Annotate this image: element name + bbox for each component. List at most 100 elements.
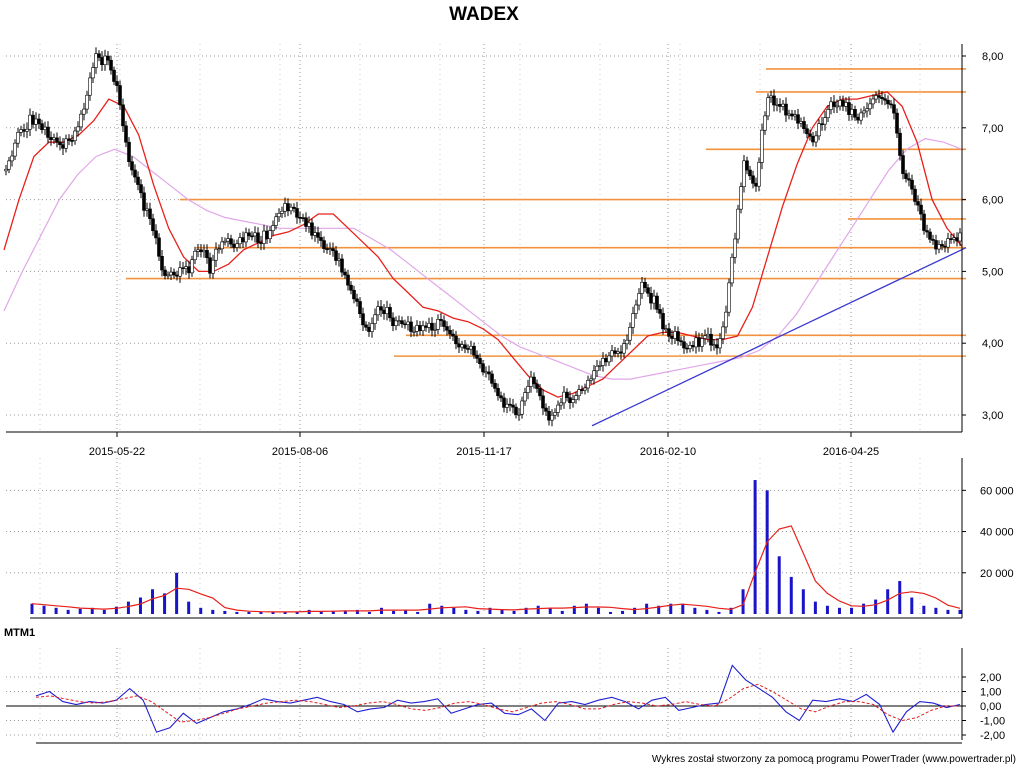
- volume-bar: [862, 603, 866, 614]
- candle-body: [127, 141, 131, 162]
- candle-body: [856, 116, 860, 121]
- candle-body: [676, 331, 680, 341]
- volume-bar: [705, 609, 709, 614]
- candle-body: [313, 232, 317, 236]
- candle-body: [97, 53, 101, 58]
- volume-bar: [524, 607, 528, 614]
- volume-bar: [138, 597, 142, 614]
- candle-body: [880, 97, 884, 100]
- volume-bar: [42, 605, 46, 614]
- candle-body: [274, 216, 278, 226]
- volume-bar: [621, 610, 625, 614]
- mtm-signal-path: [35, 683, 960, 723]
- candle-body: [112, 69, 116, 82]
- volume-bar: [536, 605, 540, 614]
- candle-body: [571, 399, 575, 403]
- candle-body: [100, 57, 104, 65]
- candle-body: [139, 184, 143, 194]
- candle-body: [553, 412, 557, 416]
- mtm-indicator-label: MTM1: [4, 627, 35, 639]
- candle-body: [532, 376, 536, 385]
- candle-body: [442, 320, 446, 327]
- candle-body: [226, 238, 230, 242]
- price-axis-label: 7,00: [982, 123, 1003, 135]
- candle-body: [412, 330, 416, 333]
- volume-bar: [789, 576, 793, 614]
- candle-body: [502, 397, 506, 408]
- candle-body: [16, 132, 20, 144]
- volume-bar: [175, 572, 179, 614]
- candle-body: [259, 242, 263, 244]
- candle-body: [220, 241, 224, 250]
- chart-title: WADEX: [449, 4, 519, 25]
- candle-body: [496, 388, 500, 397]
- candle-body: [409, 321, 413, 332]
- trendline-path: [591, 247, 967, 427]
- candle-body: [559, 402, 563, 406]
- candle-body: [667, 328, 671, 337]
- candle-body: [295, 208, 299, 218]
- candle-body: [49, 137, 53, 140]
- candle-body: [784, 103, 788, 116]
- volume-bar: [380, 607, 384, 614]
- candle-body: [73, 130, 77, 141]
- candle-body: [43, 126, 47, 130]
- candle-body: [445, 326, 449, 331]
- price-candles: [4, 47, 962, 427]
- volume-bar: [596, 607, 600, 614]
- candle-body: [493, 383, 497, 389]
- candle-body: [22, 129, 26, 132]
- candle-body: [196, 249, 200, 252]
- candle-body: [91, 67, 95, 79]
- candle-body: [817, 123, 821, 137]
- candle-body: [484, 371, 488, 374]
- volume-bar: [669, 603, 673, 614]
- candle-body: [130, 161, 134, 171]
- candle-body: [946, 238, 950, 248]
- candle-body: [577, 389, 581, 396]
- price-grid: [6, 44, 962, 432]
- candle-body: [475, 354, 479, 359]
- candle-body: [631, 313, 635, 328]
- candle-body: [481, 363, 485, 373]
- candle-body: [448, 329, 452, 335]
- volume-bar: [199, 607, 203, 614]
- candle-body: [235, 243, 239, 248]
- candle-body: [730, 256, 734, 284]
- mtm-axis-label: -1,00: [980, 716, 1005, 728]
- volume-axis-label: 60 000: [980, 485, 1014, 497]
- candle-body: [52, 137, 56, 140]
- candle-body: [778, 104, 782, 107]
- candle-body: [517, 413, 521, 416]
- candle-body: [556, 404, 560, 413]
- mtm-lines: [35, 664, 961, 734]
- candle-body: [829, 101, 833, 110]
- candle-body: [229, 238, 233, 245]
- candle-body: [67, 138, 71, 141]
- candle-body: [655, 295, 659, 310]
- candle-body: [391, 317, 395, 327]
- candle-body: [64, 138, 68, 149]
- candle-body: [544, 407, 548, 412]
- volume-bar: [898, 581, 902, 614]
- volume-bar: [90, 607, 94, 614]
- volume-bar: [259, 611, 263, 614]
- volume-bar: [476, 610, 480, 614]
- candle-body: [466, 348, 470, 350]
- mtm-panel: MTM1 2,00 1,00 0,00 -1,00 -2,00: [4, 627, 1005, 744]
- candle-body: [955, 237, 959, 242]
- volume-axis-label: 20 000: [980, 568, 1014, 580]
- volume-bar: [608, 611, 612, 614]
- candle-body: [838, 100, 842, 107]
- volume-bar: [78, 608, 82, 614]
- candle-body: [451, 333, 455, 337]
- candle-body: [361, 313, 365, 326]
- candle-body: [103, 55, 107, 65]
- volume-bar: [235, 611, 239, 614]
- volume-bar: [512, 610, 516, 614]
- volume-bar: [247, 611, 251, 614]
- candle-body: [244, 232, 248, 243]
- candle-body: [199, 249, 203, 253]
- candle-body: [307, 222, 311, 227]
- uptrend-line: [591, 247, 967, 427]
